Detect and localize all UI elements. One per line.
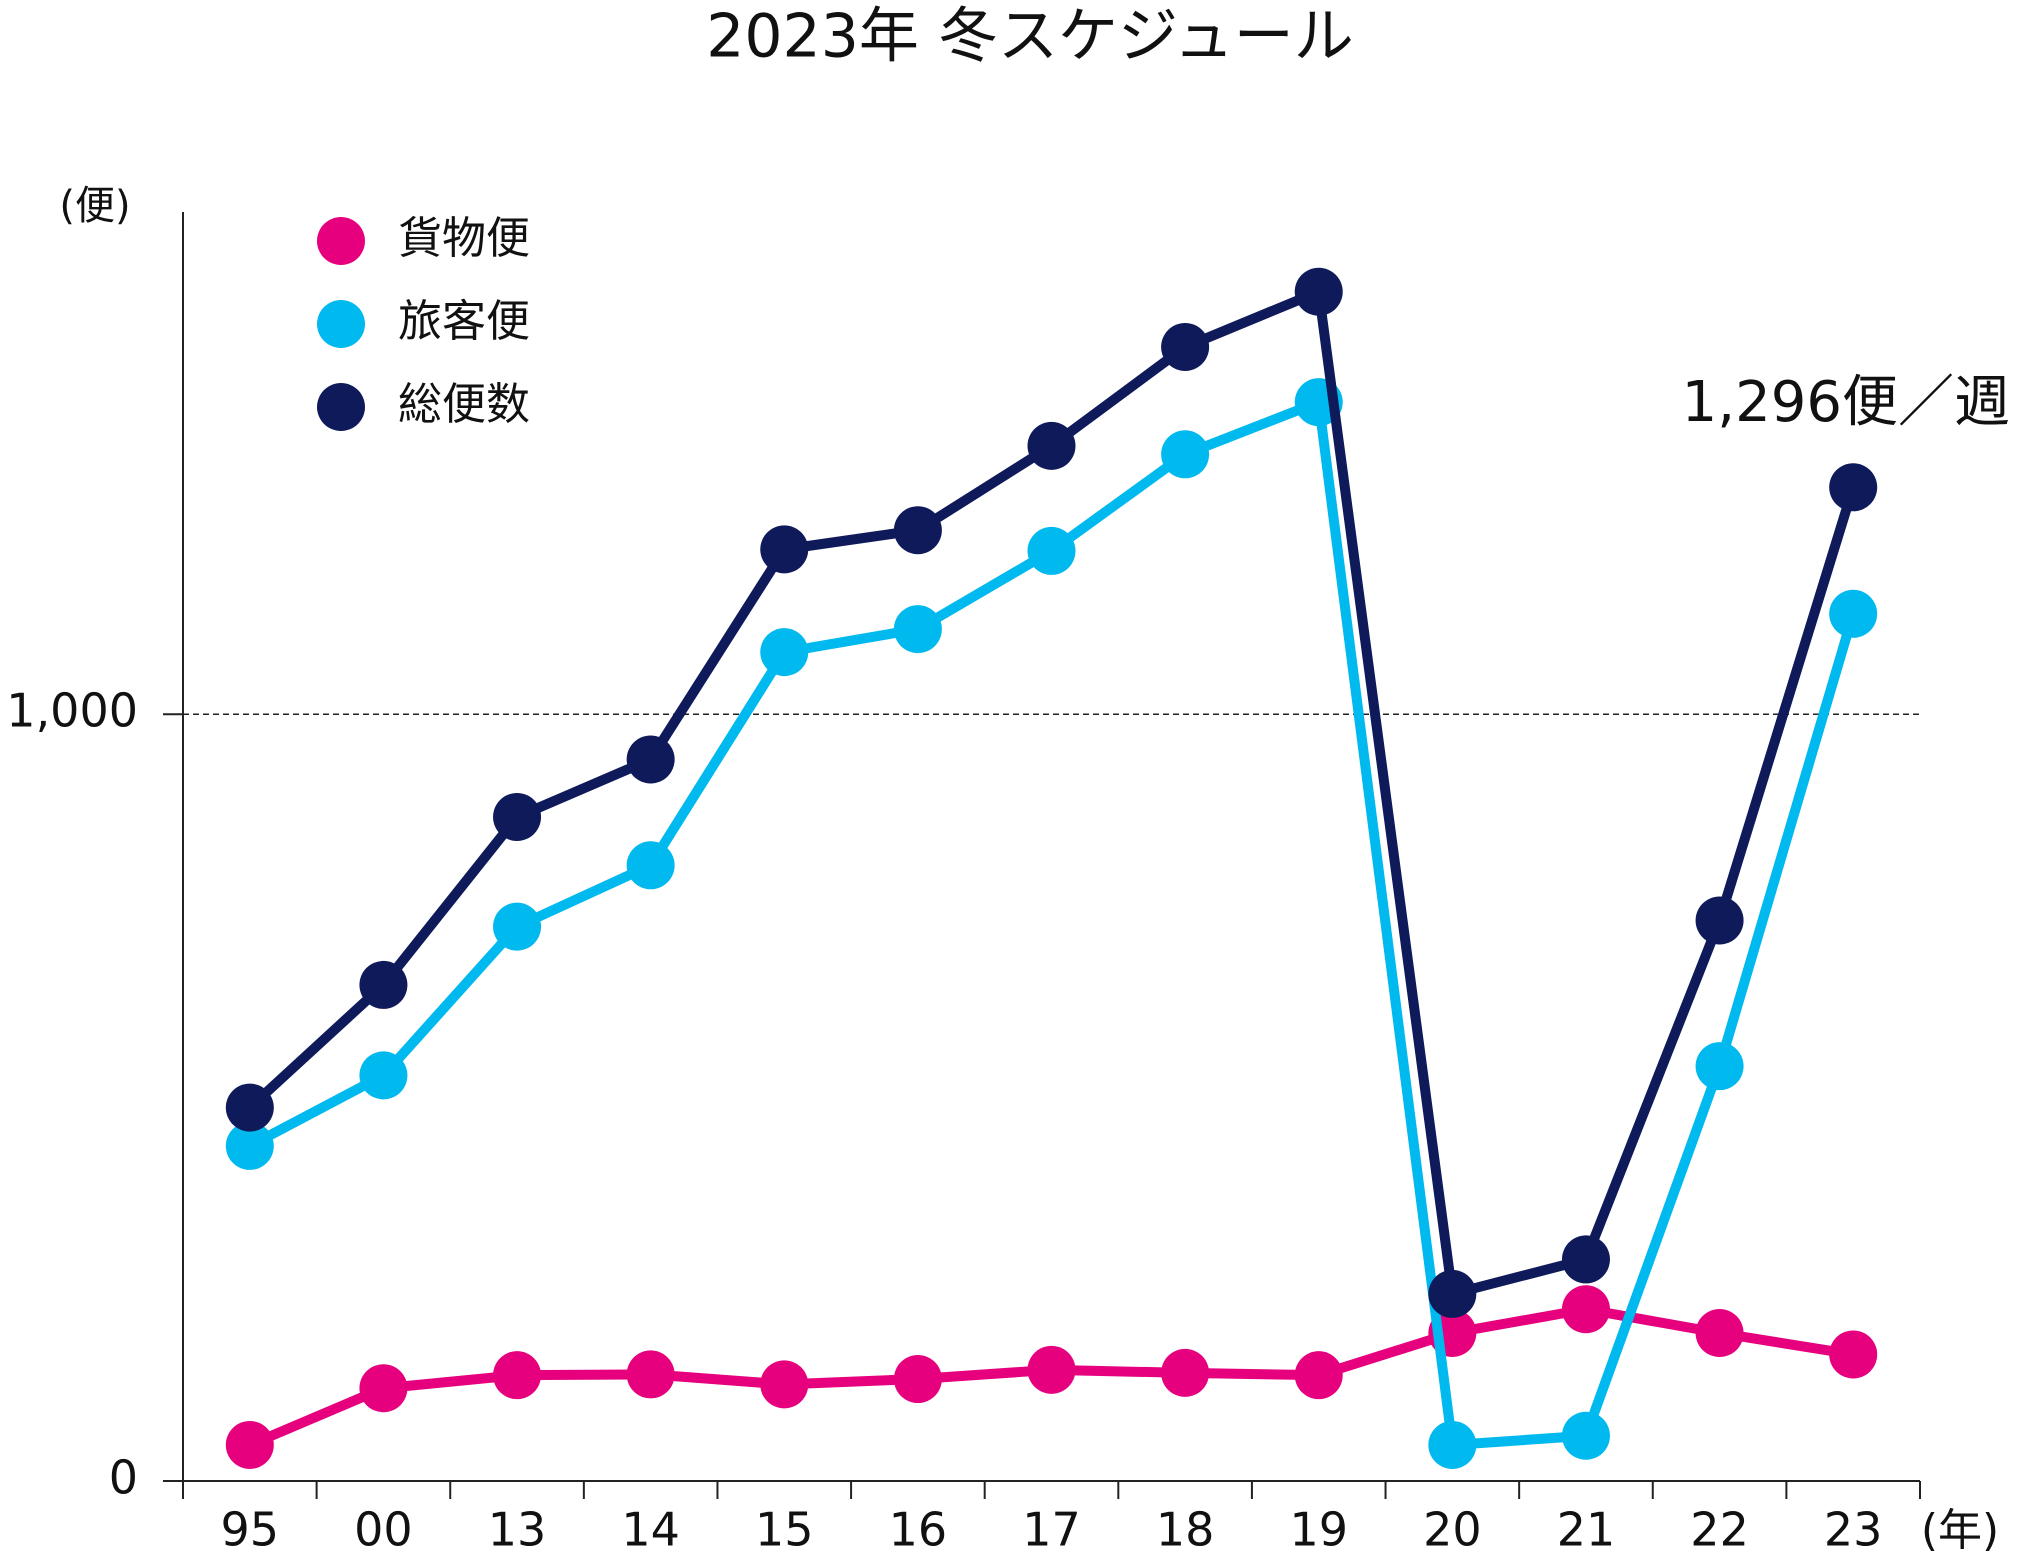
legend-label: 旅客便 <box>398 296 530 347</box>
data-point <box>359 1364 408 1413</box>
data-point <box>225 1083 274 1132</box>
data-point <box>1428 1269 1477 1318</box>
chart-title: 2023年 冬スケジュール <box>706 2 1354 72</box>
data-point <box>493 1351 542 1400</box>
x-tick-label: 00 <box>354 1503 413 1557</box>
data-point <box>1027 526 1076 575</box>
x-tick-label: 17 <box>1022 1503 1081 1557</box>
data-point <box>1829 1330 1878 1379</box>
data-point <box>1161 430 1210 479</box>
x-tick-label: 20 <box>1423 1503 1482 1557</box>
x-tick-label: 21 <box>1557 1503 1616 1557</box>
data-point <box>1561 1285 1610 1334</box>
data-point <box>893 1355 942 1404</box>
data-point <box>1695 1042 1744 1091</box>
data-point <box>1161 1348 1210 1397</box>
legend-marker <box>317 217 365 265</box>
x-tick-label: 16 <box>889 1503 948 1557</box>
data-point <box>1829 463 1878 512</box>
data-point <box>760 628 809 677</box>
data-point <box>1428 1420 1477 1469</box>
data-point <box>893 605 942 654</box>
x-tick-label: 95 <box>221 1503 280 1557</box>
data-point <box>1294 267 1343 316</box>
legend-marker <box>317 300 365 348</box>
x-tick-label: 23 <box>1824 1503 1883 1557</box>
data-point <box>359 960 408 1009</box>
x-tick-label: 22 <box>1690 1503 1749 1557</box>
data-point <box>626 1350 675 1399</box>
x-tick-label: 14 <box>621 1503 680 1557</box>
legend-label: 貨物便 <box>398 213 530 264</box>
y-axis-label: (便) <box>59 183 130 229</box>
x-tick-label: 13 <box>488 1503 547 1557</box>
data-point <box>1161 322 1210 371</box>
data-point <box>225 1121 274 1170</box>
data-point <box>893 506 942 555</box>
data-point <box>1561 1235 1610 1284</box>
data-point <box>1027 1345 1076 1394</box>
data-point <box>760 525 809 574</box>
y-tick-label: 0 <box>109 1451 138 1505</box>
x-tick-label: 19 <box>1289 1503 1348 1557</box>
legend-label: 総便数 <box>398 379 530 430</box>
legend-marker <box>317 383 365 431</box>
data-point <box>1695 896 1744 945</box>
data-point <box>1695 1309 1744 1358</box>
data-point <box>493 792 542 841</box>
data-point <box>225 1420 274 1469</box>
annotation: 1,296便／週 <box>1682 370 2010 435</box>
x-tick-label: 18 <box>1156 1503 1215 1557</box>
data-point <box>626 735 675 784</box>
data-point <box>1027 421 1076 470</box>
data-point <box>359 1051 408 1100</box>
x-tick-label: 15 <box>755 1503 814 1557</box>
data-point <box>1561 1411 1610 1460</box>
data-point <box>1294 1351 1343 1400</box>
data-point <box>760 1360 809 1409</box>
data-point <box>493 902 542 951</box>
y-tick-label: 1,000 <box>6 684 138 738</box>
x-axis-label: (年) <box>1921 1505 1999 1556</box>
data-point <box>1829 589 1878 638</box>
data-point <box>626 841 675 890</box>
